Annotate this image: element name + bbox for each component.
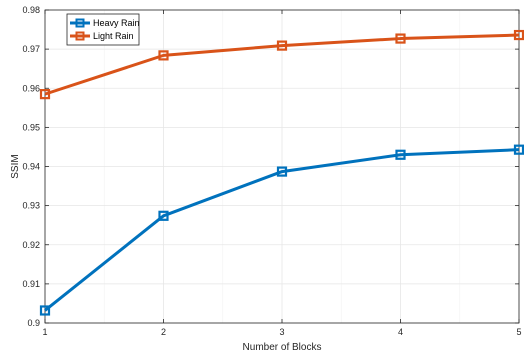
y-tick-label: 0.93 [22, 201, 40, 211]
x-tick-label: 3 [279, 327, 284, 337]
data-point [395, 149, 406, 160]
legend-label: Light Rain [93, 31, 134, 41]
series-line [44, 33, 520, 96]
data-point [513, 144, 524, 155]
data-point [513, 29, 524, 41]
y-tick-label: 0.91 [22, 279, 40, 289]
y-tick-label: 0.95 [22, 122, 40, 132]
y-tick-label: 0.96 [22, 83, 40, 93]
axis-ticks: 1 2 3 4 5 0.9 0.91 0.92 0.93 0.94 0.95 0.96 0.97 0.98 [22, 5, 521, 337]
legend-item: Heavy Rain [70, 18, 140, 28]
legend: Heavy Rain Light Rain [66, 13, 140, 46]
data-point [39, 89, 51, 100]
data-point [39, 305, 51, 316]
x-tick-label: 2 [161, 327, 166, 337]
legend-swatch-marker [75, 31, 85, 41]
series-light-rain [39, 29, 524, 100]
x-tick-label: 5 [516, 327, 521, 337]
x-axis-label: Number of Blocks [243, 342, 322, 353]
legend-swatch-marker [75, 18, 85, 28]
data-point [276, 166, 288, 177]
series-layer [39, 29, 524, 316]
series-heavy-rain [39, 144, 524, 316]
data-point [158, 50, 169, 61]
x-tick-label: 1 [42, 327, 47, 337]
y-tick-label: 0.97 [22, 44, 40, 54]
legend-label: Heavy Rain [93, 18, 140, 28]
y-axis-label: SSIM [10, 154, 21, 178]
series-line [44, 148, 520, 312]
data-point [276, 40, 288, 51]
y-tick-label: 0.9 [27, 318, 40, 328]
data-point [158, 210, 169, 221]
legend-item: Light Rain [70, 31, 134, 41]
y-tick-label: 0.94 [22, 162, 40, 172]
data-point [395, 33, 406, 44]
y-tick-label: 0.92 [22, 240, 40, 250]
x-tick-label: 4 [398, 327, 403, 337]
y-tick-label: 0.98 [22, 5, 40, 15]
